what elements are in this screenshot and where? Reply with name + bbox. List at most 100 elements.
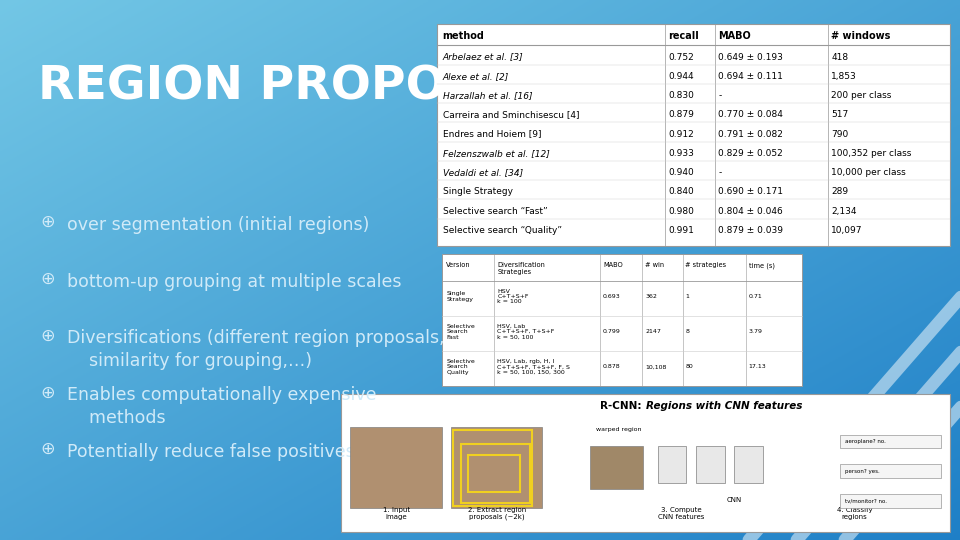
FancyBboxPatch shape	[658, 446, 686, 483]
Text: REGION PROPOSALS: REGION PROPOSALS	[38, 65, 581, 110]
Text: 10,097: 10,097	[831, 226, 863, 235]
Text: Regions with CNN features: Regions with CNN features	[645, 401, 802, 411]
Text: # strategies: # strategies	[685, 262, 727, 268]
Text: method: method	[443, 31, 485, 41]
Text: Version: Version	[446, 262, 471, 268]
Text: 0.879 ± 0.039: 0.879 ± 0.039	[718, 226, 783, 235]
Text: 0.879: 0.879	[668, 110, 694, 119]
Text: 8: 8	[685, 329, 689, 334]
Text: Endres and Hoiem [9]: Endres and Hoiem [9]	[443, 130, 541, 139]
FancyBboxPatch shape	[840, 464, 941, 478]
Text: Vedaldi et al. [34]: Vedaldi et al. [34]	[443, 168, 522, 177]
FancyBboxPatch shape	[451, 427, 542, 508]
Text: 517: 517	[831, 110, 849, 119]
Text: 0.912: 0.912	[668, 130, 694, 139]
Text: 3. Compute
CNN features: 3. Compute CNN features	[659, 507, 705, 520]
Text: tv/monitor? no.: tv/monitor? no.	[845, 498, 887, 504]
Text: MABO: MABO	[603, 262, 623, 268]
FancyBboxPatch shape	[590, 446, 643, 489]
Text: 0.694 ± 0.111: 0.694 ± 0.111	[718, 72, 783, 81]
Text: ⊕: ⊕	[40, 327, 55, 345]
Text: # windows: # windows	[831, 31, 891, 41]
Text: 362: 362	[645, 294, 657, 299]
Text: 0.804 ± 0.046: 0.804 ± 0.046	[718, 206, 782, 215]
Text: R-CNN:: R-CNN:	[600, 401, 645, 411]
Text: 0.830: 0.830	[668, 91, 694, 100]
Text: 0.829 ± 0.052: 0.829 ± 0.052	[718, 149, 782, 158]
Text: 4. Classify
regions: 4. Classify regions	[836, 507, 873, 520]
Text: HSV, Lab
C+T+S+F, T+S+F
k = 50, 100: HSV, Lab C+T+S+F, T+S+F k = 50, 100	[497, 324, 555, 340]
Text: 0.933: 0.933	[668, 149, 694, 158]
Text: Felzenszwalb et al. [12]: Felzenszwalb et al. [12]	[443, 149, 549, 158]
Text: Enables computationally expensive
    methods: Enables computationally expensive method…	[67, 386, 376, 427]
Text: Diversification
Strategies: Diversification Strategies	[497, 262, 545, 275]
Text: ⊕: ⊕	[40, 383, 55, 401]
Text: Harzallah et al. [16]: Harzallah et al. [16]	[443, 91, 532, 100]
Text: Selective
Search
Quality: Selective Search Quality	[446, 359, 475, 375]
Text: Arbelaez et al. [3]: Arbelaez et al. [3]	[443, 52, 523, 62]
Text: 0.840: 0.840	[668, 187, 694, 197]
Text: 200 per class: 200 per class	[831, 91, 892, 100]
FancyBboxPatch shape	[437, 24, 950, 246]
Text: Potentially reduce false positives: Potentially reduce false positives	[67, 443, 355, 461]
Text: time (s): time (s)	[749, 262, 775, 269]
Text: -: -	[718, 91, 721, 100]
Text: Diversifications (different region proposals,
    similarity for grouping,…): Diversifications (different region propo…	[67, 329, 444, 370]
Text: 0.940: 0.940	[668, 168, 694, 177]
Text: 1. Input
image: 1. Input image	[383, 507, 410, 520]
Text: 10,000 per class: 10,000 per class	[831, 168, 906, 177]
Text: ⊕: ⊕	[40, 270, 55, 288]
Text: 0.649 ± 0.193: 0.649 ± 0.193	[718, 52, 783, 62]
FancyBboxPatch shape	[840, 435, 941, 448]
Text: 0.799: 0.799	[603, 329, 621, 334]
Text: Single Strategy: Single Strategy	[443, 187, 513, 197]
Text: 17.13: 17.13	[749, 364, 766, 369]
Text: CNN: CNN	[727, 496, 742, 503]
Text: 289: 289	[831, 187, 849, 197]
FancyBboxPatch shape	[442, 254, 802, 386]
Text: 0.878: 0.878	[603, 364, 620, 369]
Text: aeroplane? no.: aeroplane? no.	[845, 439, 886, 444]
Text: over segmentation (initial regions): over segmentation (initial regions)	[67, 216, 370, 234]
Text: HSV
C+T+S+F
k = 100: HSV C+T+S+F k = 100	[497, 289, 529, 305]
Text: Selective search “Fast”: Selective search “Fast”	[443, 206, 547, 215]
Text: MABO: MABO	[718, 31, 751, 41]
Text: bottom-up grouping at multiple scales: bottom-up grouping at multiple scales	[67, 273, 401, 291]
Text: ⊕: ⊕	[40, 440, 55, 458]
FancyBboxPatch shape	[350, 427, 442, 508]
Text: 3.79: 3.79	[749, 329, 763, 334]
Text: recall: recall	[668, 31, 699, 41]
Text: Carreira and Sminchisescu [4]: Carreira and Sminchisescu [4]	[443, 110, 579, 119]
Text: -: -	[718, 168, 721, 177]
Text: 0.944: 0.944	[668, 72, 694, 81]
FancyBboxPatch shape	[341, 394, 950, 532]
Text: 418: 418	[831, 52, 849, 62]
Text: 0.690 ± 0.171: 0.690 ± 0.171	[718, 187, 783, 197]
Text: 0.770 ± 0.084: 0.770 ± 0.084	[718, 110, 783, 119]
Text: Alexe et al. [2]: Alexe et al. [2]	[443, 72, 509, 81]
Text: Single
Strategy: Single Strategy	[446, 292, 473, 302]
Text: 0.791 ± 0.082: 0.791 ± 0.082	[718, 130, 783, 139]
Text: 2147: 2147	[645, 329, 661, 334]
Text: person? yes.: person? yes.	[845, 469, 879, 474]
Text: 2,134: 2,134	[831, 206, 857, 215]
FancyBboxPatch shape	[734, 446, 763, 483]
Text: Selective search “Quality”: Selective search “Quality”	[443, 226, 562, 235]
Text: warped region: warped region	[596, 427, 642, 432]
Text: 2. Extract region
proposals (~2k): 2. Extract region proposals (~2k)	[468, 507, 526, 520]
Text: 1,853: 1,853	[831, 72, 857, 81]
Text: # win: # win	[645, 262, 664, 268]
FancyBboxPatch shape	[840, 494, 941, 508]
Text: 0.752: 0.752	[668, 52, 694, 62]
Text: 10,108: 10,108	[645, 364, 666, 369]
Text: ⊕: ⊕	[40, 213, 55, 231]
Text: 790: 790	[831, 130, 849, 139]
Text: 0.980: 0.980	[668, 206, 694, 215]
FancyBboxPatch shape	[696, 446, 725, 483]
Text: 80: 80	[685, 364, 693, 369]
Text: 0.991: 0.991	[668, 226, 694, 235]
Text: 0.693: 0.693	[603, 294, 620, 299]
Text: HSV, Lab, rgb, H, I
C+T+S+F, T+S+F, F, S
k = 50, 100, 150, 300: HSV, Lab, rgb, H, I C+T+S+F, T+S+F, F, S…	[497, 359, 570, 375]
Text: Selective
Search
Fast: Selective Search Fast	[446, 324, 475, 340]
Text: 100,352 per class: 100,352 per class	[831, 149, 912, 158]
